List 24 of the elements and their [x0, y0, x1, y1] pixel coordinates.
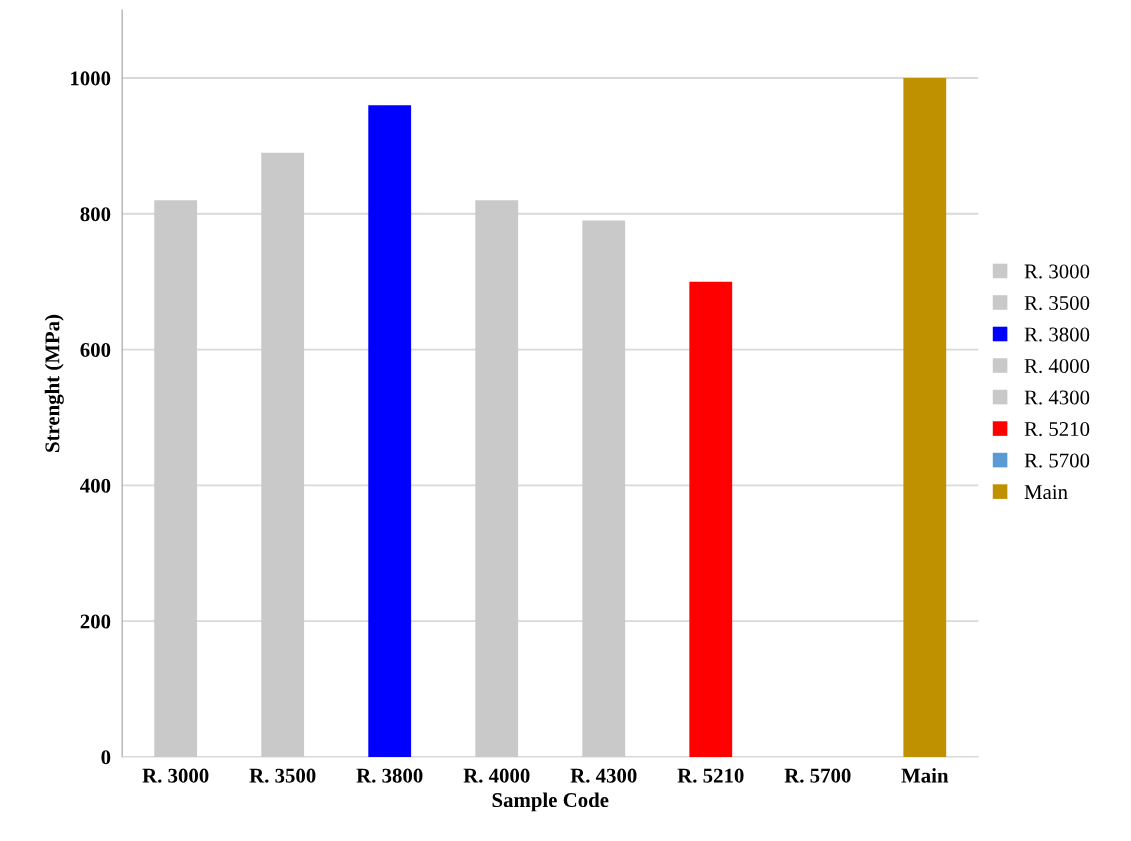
legend-label: R. 4000 — [1024, 358, 1090, 374]
y-tick-label: 0 — [101, 750, 111, 765]
legend-label: R. 3000 — [1024, 264, 1090, 279]
x-tick-label: R. 3000 — [142, 768, 209, 783]
x-tick-label: R. 5210 — [677, 768, 744, 783]
y-tick-label: 400 — [80, 478, 111, 493]
legend-label: R. 5700 — [1024, 453, 1090, 468]
x-tick-label: R. 4300 — [570, 768, 637, 783]
x-tick-label: R. 5700 — [784, 768, 851, 783]
y-tick-label: 1000 — [71, 71, 111, 86]
x-tick-label: R. 4000 — [463, 768, 530, 783]
x-axis-title: Sample Code — [492, 792, 609, 812]
y-tick-label: 800 — [80, 207, 111, 222]
legend-label: R. 4300 — [1024, 390, 1090, 405]
legend-label: Main — [1024, 485, 1068, 500]
legend-label: R. 3800 — [1024, 327, 1090, 342]
legend-label: R. 3500 — [1024, 295, 1090, 311]
y-tick-label: 600 — [80, 342, 111, 357]
y-axis-title: Strenght (MPa) — [44, 314, 64, 452]
y-tick-label: 200 — [80, 614, 111, 629]
x-tick-label: R. 3500 — [249, 768, 316, 783]
x-tick-label: R. 3800 — [356, 768, 423, 783]
x-tick-label: Main — [901, 768, 949, 783]
legend-label: R. 5210 — [1024, 422, 1090, 437]
